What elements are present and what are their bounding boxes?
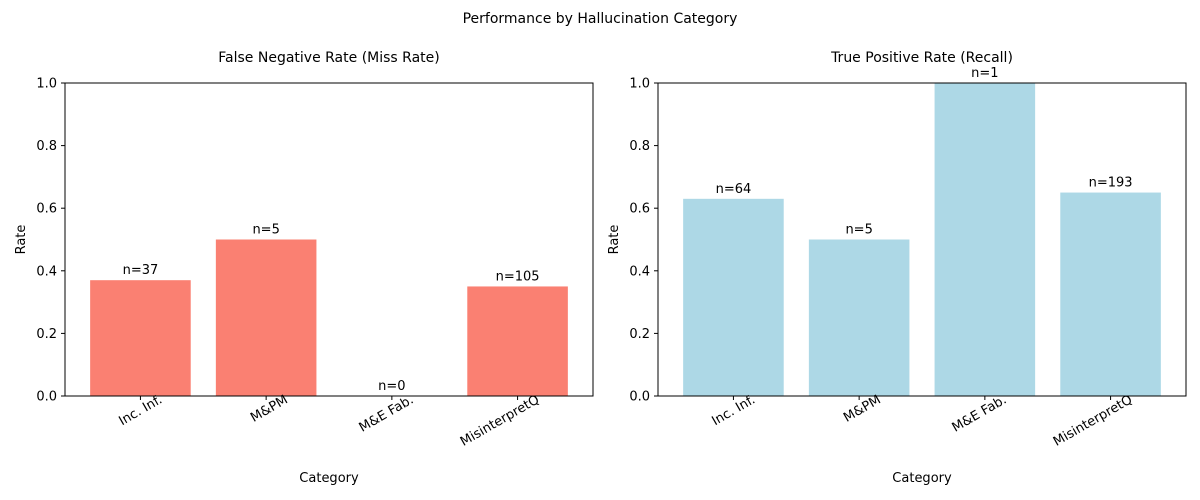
bar-count-label: n=37 [123, 263, 159, 278]
y-tick-label: 0.8 [36, 139, 57, 154]
bar-count-label: n=64 [716, 182, 752, 197]
bar [90, 280, 191, 396]
bar [467, 286, 568, 396]
axes-frame [657, 82, 1187, 397]
axes-frame [64, 82, 594, 397]
bar [683, 198, 784, 396]
chart-title: False Negative Rate (Miss Rate) [218, 50, 439, 66]
bar-count-label: n=0 [378, 379, 405, 394]
bar [215, 239, 317, 396]
y-axis-label: Rate [607, 225, 622, 255]
y-tick-label: 0.2 [629, 327, 650, 342]
x-axis-label: Category [892, 471, 952, 486]
bar [808, 239, 910, 396]
y-tick-label: 0.6 [36, 202, 57, 217]
y-tick-label: 0.4 [36, 264, 57, 279]
x-axis-label: Category [299, 471, 359, 486]
right-chart-panel: True Positive Rate (Recall) n=64 n=5 n=1 n=1… [607, 50, 1187, 486]
y-tick-label: 0.2 [36, 327, 57, 342]
bar-count-label: n=193 [1089, 176, 1133, 191]
bar-count-label: n=5 [845, 223, 872, 238]
y-tick-label: 0.6 [629, 202, 650, 217]
bar-count-label: n=1 [971, 66, 998, 81]
y-tick-label: 0.8 [629, 139, 650, 154]
y-tick-label: 0.0 [629, 390, 650, 405]
bar-count-label: n=5 [252, 223, 279, 238]
figure-title: Performance by Hallucination Category [463, 11, 738, 27]
y-tick-label: 0.4 [629, 264, 650, 279]
bar [1060, 192, 1161, 396]
y-axis-label: Rate [14, 225, 29, 255]
bar-count-label: n=105 [496, 269, 540, 284]
bar [934, 83, 1036, 396]
y-tick-label: 1.0 [36, 77, 57, 92]
y-tick-label: 0.0 [36, 390, 57, 405]
y-tick-label: 1.0 [629, 77, 650, 92]
chart-title: True Positive Rate (Recall) [830, 50, 1013, 66]
